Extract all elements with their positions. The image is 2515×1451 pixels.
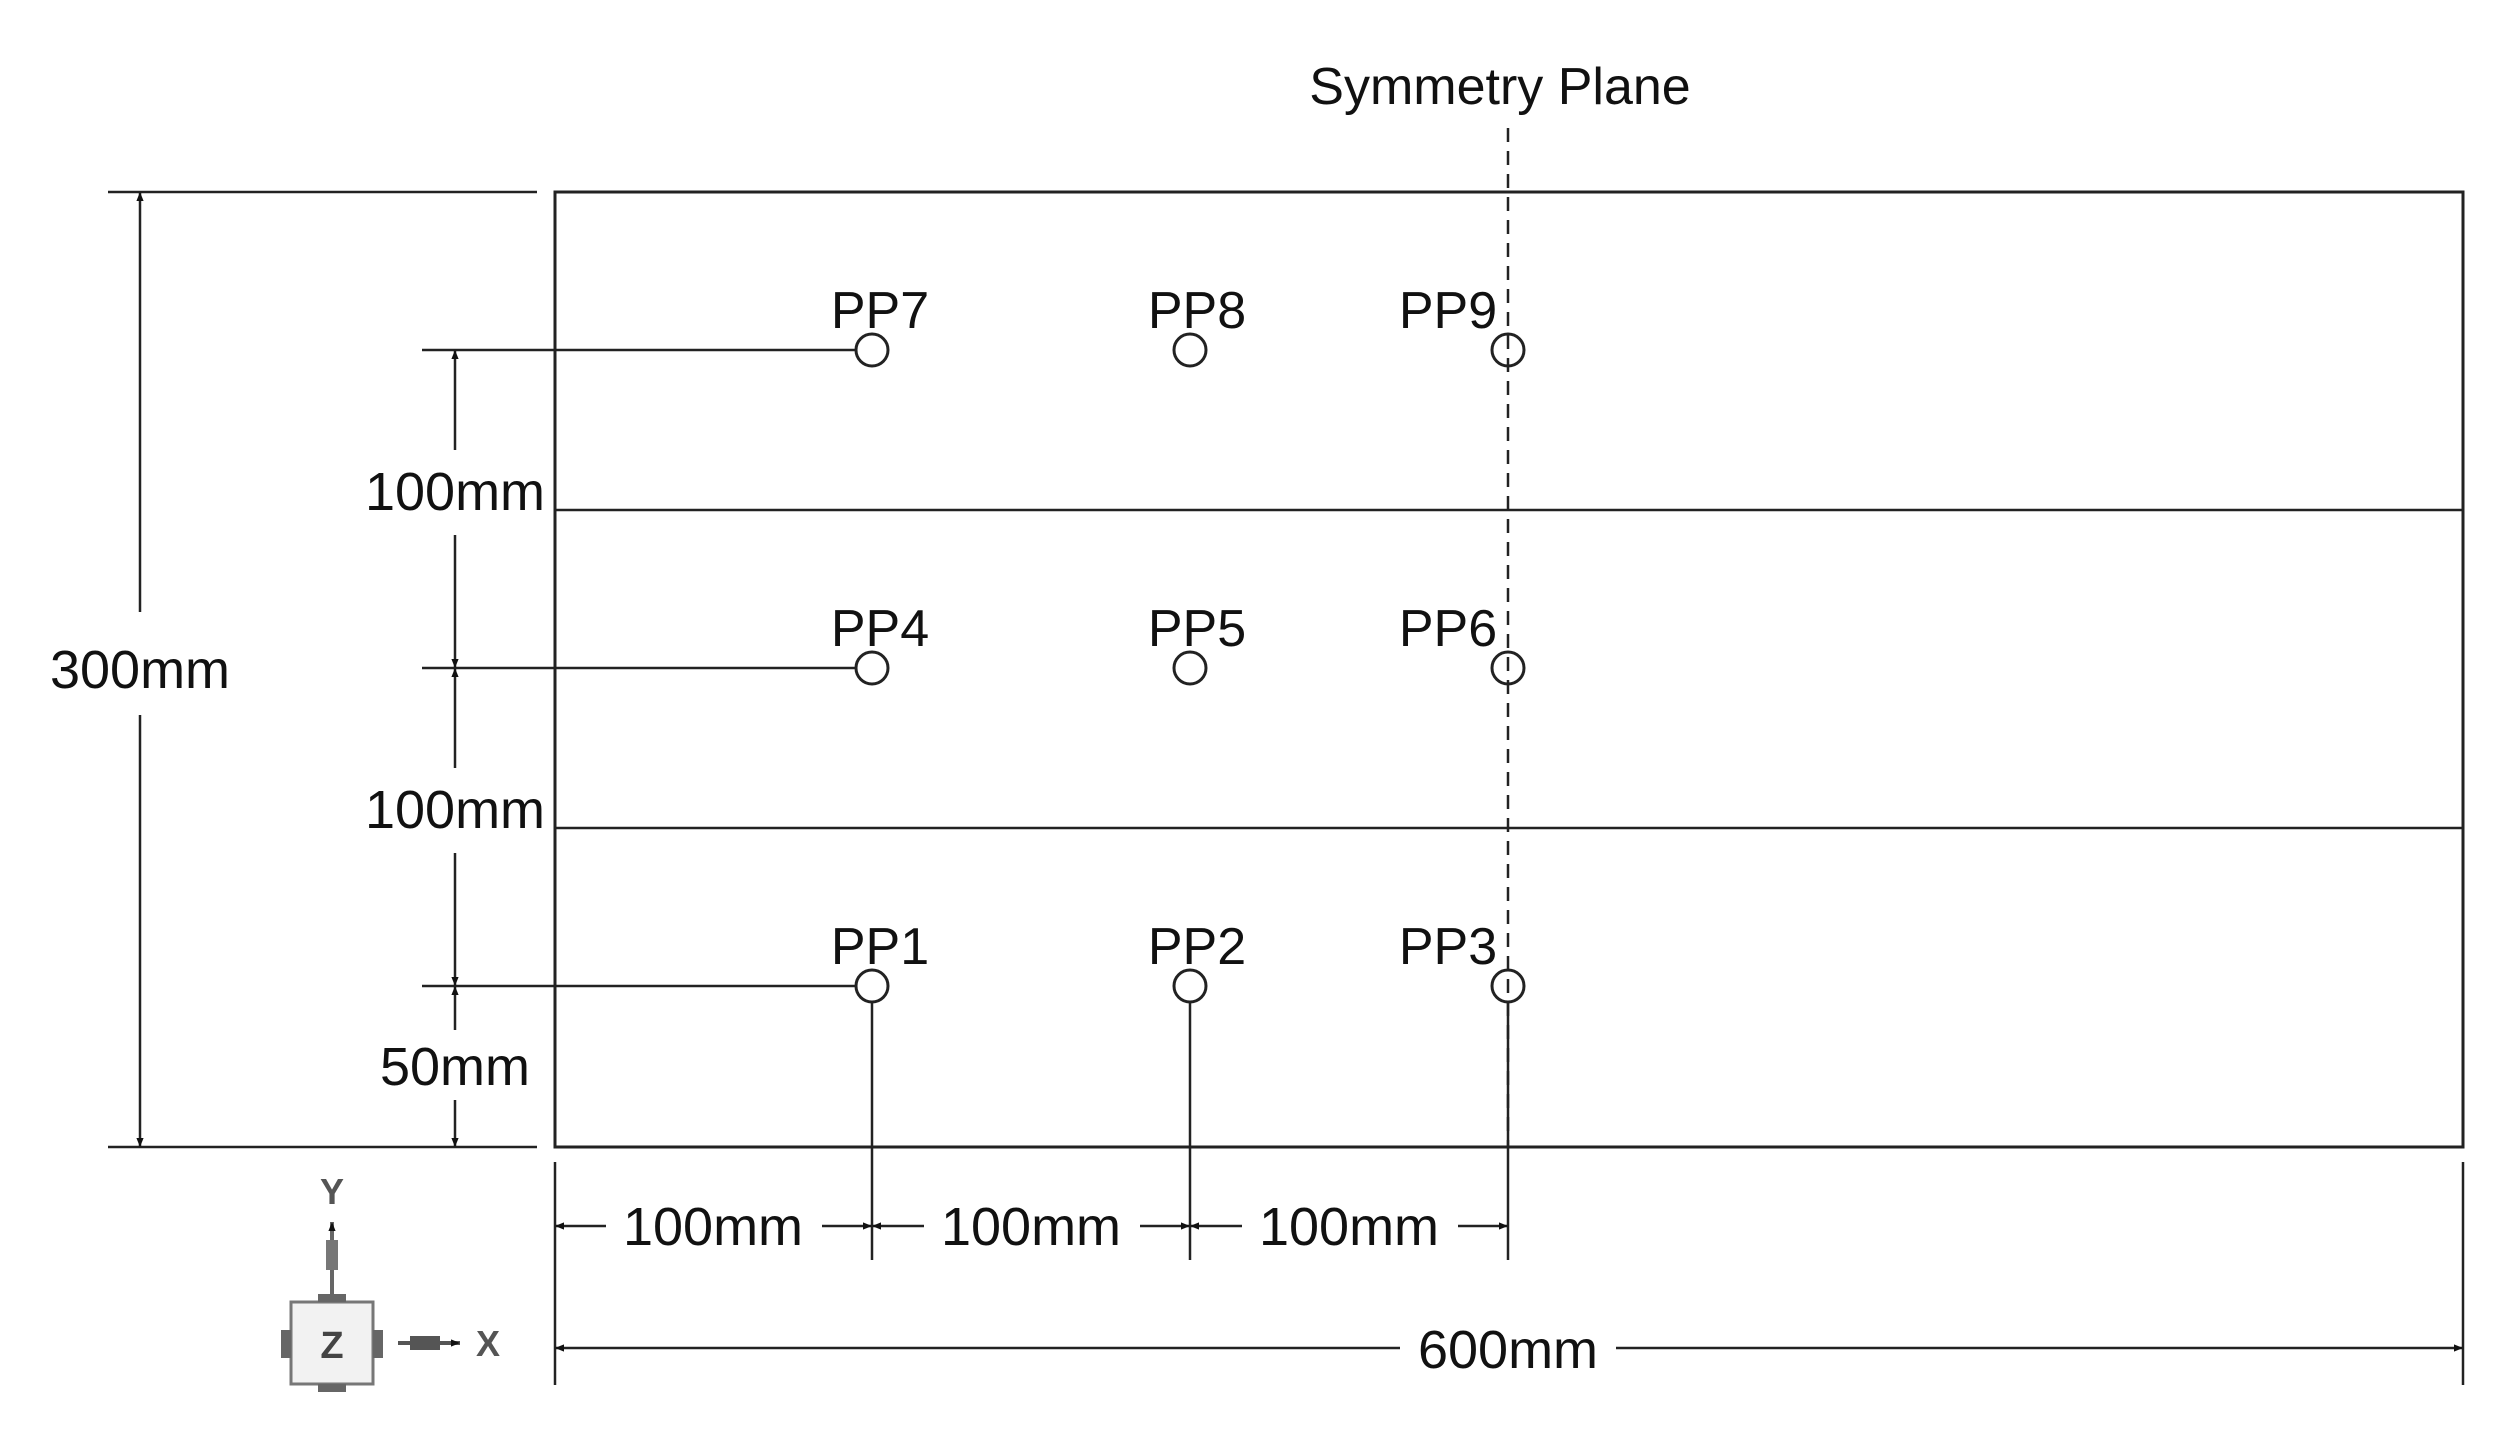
measurement-point-pp1: PP1	[831, 918, 929, 1004]
symmetry-plane-label: Symmetry Plane	[1309, 58, 1690, 116]
bottom-offset-label: 50mm	[380, 1037, 530, 1097]
point-label-pp1: PP1	[831, 918, 929, 976]
point-marker-pp5	[1172, 650, 1208, 686]
measurement-point-pp6: PP6	[1399, 600, 1526, 686]
point-marker-pp3	[1490, 968, 1526, 1004]
axis-origin-tab-right	[373, 1330, 383, 1358]
middle-spacing-label: 100mm	[365, 780, 545, 840]
x-spacing-3-label: 100mm	[1259, 1197, 1439, 1257]
measurement-point-pp5: PP5	[1148, 600, 1246, 686]
axis-origin-tab-left	[281, 1330, 291, 1358]
point-marker-pp2	[1172, 968, 1208, 1004]
point-label-pp6: PP6	[1399, 600, 1497, 658]
point-marker-pp8	[1172, 332, 1208, 368]
point-label-pp9: PP9	[1399, 282, 1497, 340]
axis-y-handle	[326, 1240, 338, 1270]
measurement-point-pp4: PP4	[831, 600, 929, 686]
axis-x-handle	[410, 1336, 440, 1350]
point-marker-pp6	[1490, 650, 1526, 686]
upper-spacing-label: 100mm	[365, 462, 545, 522]
axis-y-label: Y	[320, 1171, 344, 1212]
point-label-pp7: PP7	[831, 282, 929, 340]
point-label-pp4: PP4	[831, 600, 929, 658]
point-marker-pp4	[854, 650, 890, 686]
axis-triad: Y Z X	[281, 1171, 500, 1392]
width-dimension-label: 600mm	[1418, 1320, 1598, 1380]
point-label-pp2: PP2	[1148, 918, 1246, 976]
x-spacing-2-label: 100mm	[941, 1197, 1121, 1257]
measurement-point-pp7: PP7	[831, 282, 929, 368]
axis-origin-tab-top	[318, 1294, 346, 1302]
point-label-pp5: PP5	[1148, 600, 1246, 658]
measurement-point-pp2: PP2	[1148, 918, 1246, 1004]
measurement-point-pp3: PP3	[1399, 918, 1526, 1004]
point-label-pp3: PP3	[1399, 918, 1497, 976]
axis-z-label: Z	[320, 1325, 343, 1367]
axis-x-label: X	[476, 1323, 500, 1364]
point-marker-pp9	[1490, 332, 1526, 368]
point-label-pp8: PP8	[1148, 282, 1246, 340]
x-spacing-1-label: 100mm	[623, 1197, 803, 1257]
measurement-point-pp9: PP9	[1399, 282, 1526, 368]
point-marker-pp1	[854, 968, 890, 1004]
height-dimension-label: 300mm	[50, 640, 230, 700]
measurement-point-pp8: PP8	[1148, 282, 1246, 368]
axis-origin-tab-bottom	[318, 1384, 346, 1392]
point-marker-pp7	[854, 332, 890, 368]
